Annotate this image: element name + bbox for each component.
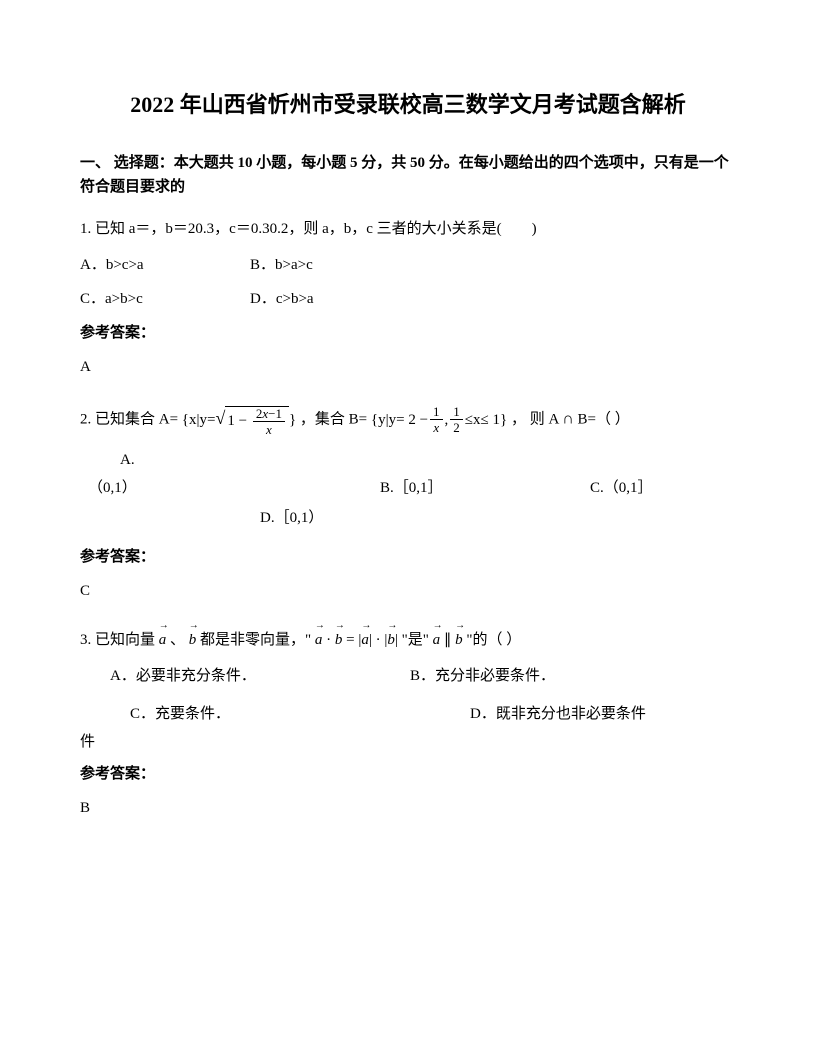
q2-stem-post: ， 则 A [511,411,559,427]
q2-stem-end: B=（ ） [578,411,630,427]
q1-option-c: C．a>b>c [80,287,250,311]
q2-option-d: D.［0,1） [80,506,736,530]
q2-options: A. （0,1） B.［0,1］ C.（0,1］ D.［0,1） [80,448,736,530]
q3-answer-label: 参考答案： [80,762,736,786]
q2-answer: C [80,579,736,603]
q2-options-row1: （0,1） B.［0,1］ C.（0,1］ [80,476,736,500]
q3-answer: B [80,796,736,820]
q3-stem-pre: 3. 已知向量 [80,632,155,648]
q2-option-c: C.（0,1］ [590,476,653,500]
q1-option-a: A．b>c>a [80,253,250,277]
vector-a-icon: a [159,628,167,652]
q3-options-row1: A．必要非充分条件． B．充分非必要条件． [80,664,736,688]
q1-answer: A [80,355,736,379]
q3-option-d: D．既非充分也非必要条件 [470,702,646,726]
q3-option-d-suffix: 件 [80,730,736,754]
q1-option-b: B．b>a>c [250,253,420,277]
q2-stem-mid: ，集合 B= [300,411,367,427]
q3-option-a: A．必要非充分条件． [80,664,410,688]
q2-set-a-formula: {x | y = 1 − 2x−1x } [182,404,296,436]
q3-option-b: B．充分非必要条件． [410,664,555,688]
q1-options-row1: A．b>c>a B．b>a>c [80,253,736,277]
q3-options-row2: C．充要条件． D．既非充分也非必要条件 [80,702,736,726]
page-title: 2022 年山西省忻州市受录联校高三数学文月考试题含解析 [80,90,736,121]
q1-stem: 1. 已知 a＝，b＝20.3，c＝0.30.2，则 a，b，c 三者的大小关系… [80,217,736,241]
q3-option-c: C．充要条件． [80,702,470,726]
question-3: 3. 已知向量 a 、 b 都是非零向量，" a · b = |a| · |b|… [80,628,736,820]
q2-option-b: B.［0,1］ [380,476,590,500]
q3-stem-mid2: 都是非零向量，" [200,632,311,648]
q2-option-a-label: A. [120,448,736,472]
q3-parallel-formula: a ∥ b [433,632,463,648]
question-1: 1. 已知 a＝，b＝20.3，c＝0.30.2，则 a，b，c 三者的大小关系… [80,217,736,379]
q1-option-d: D．c>b>a [250,287,420,311]
q3-dot-product-formula: a · b = |a| · |b| [315,632,398,648]
q3-stem-mid1: 、 [170,632,185,648]
q3-stem-end: "的（ ） [466,632,521,648]
vector-b-icon: b [189,628,197,652]
q3-stem-mid3: "是" [402,632,429,648]
section-header: 一、 选择题：本大题共 10 小题，每小题 5 分，共 50 分。在每小题给出的… [80,151,736,199]
intersection-icon: ∩ [562,410,574,427]
q2-stem: 2. 已知集合 A= {x | y = 1 − 2x−1x } ，集合 B= {… [80,404,736,436]
q2-set-b-formula: {y | y = 2 − 1x, 12 ≤ x ≤ 1} [371,405,507,434]
q3-stem: 3. 已知向量 a 、 b 都是非零向量，" a · b = |a| · |b|… [80,628,736,652]
q2-stem-pre: 2. 已知集合 A= [80,411,178,427]
q2-answer-label: 参考答案： [80,545,736,569]
q2-option-a: （0,1） [80,476,380,500]
q1-options-row2: C．a>b>c D．c>b>a [80,287,736,311]
q1-answer-label: 参考答案： [80,321,736,345]
question-2: 2. 已知集合 A= {x | y = 1 − 2x−1x } ，集合 B= {… [80,404,736,603]
